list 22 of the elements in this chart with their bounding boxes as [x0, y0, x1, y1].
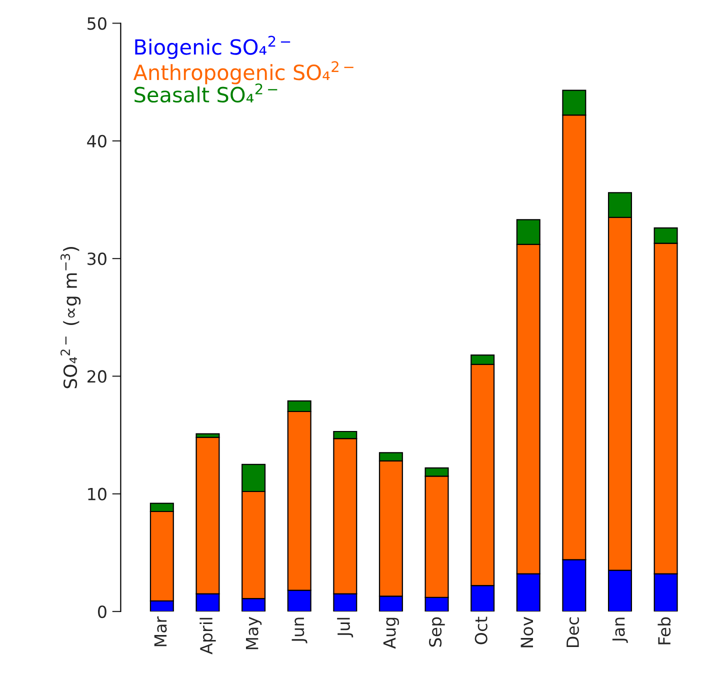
x-tick-label: Aug: [383, 618, 400, 649]
text: Anthropogenic SO₄$^{2−}$: [133, 61, 354, 84]
x-tick-label: Feb: [658, 617, 671, 644]
y-axis-title: SO₄$^{2−}$ (∝g m$^{−3}$): [60, 247, 81, 388]
y-tick-label: 0: [98, 605, 106, 618]
x-tick-label: Mar: [154, 616, 167, 646]
y-tick-label: 50: [88, 17, 106, 30]
x-tick-label: May: [246, 616, 262, 650]
y-tick-label: 10: [88, 488, 106, 500]
x-tick-label: Dec: [566, 617, 580, 647]
y-tick-label: 40: [87, 134, 106, 148]
x-tick-label: Jul: [337, 618, 354, 638]
text: Biogenic SO₄$^{2−}$: [135, 36, 290, 59]
x-tick-label: Nov: [520, 616, 534, 648]
text: Seasalt SO₄$^{2−}$: [134, 83, 278, 103]
x-tick-label: Oct: [474, 616, 488, 644]
x-tick-label: April: [200, 618, 216, 654]
x-tick-label: Sep: [428, 617, 445, 647]
y-tick-label: 20: [88, 370, 106, 383]
x-tick-label: Jun: [292, 618, 308, 644]
x-tick-label: Jan: [612, 618, 628, 643]
y-tick-label: 30: [88, 252, 106, 266]
